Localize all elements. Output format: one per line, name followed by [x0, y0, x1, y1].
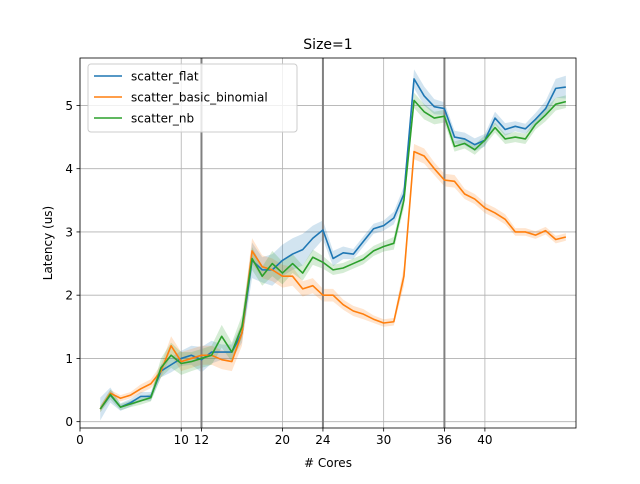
y-tick-label-1: 1	[65, 352, 73, 366]
x-tick-label-24: 24	[315, 433, 330, 447]
x-tick-label-30: 30	[376, 433, 391, 447]
y-axis-label: Latency (us)	[41, 206, 55, 280]
legend-label-scatter-flat: scatter_flat	[131, 70, 199, 84]
y-tick-label-0: 0	[65, 415, 73, 429]
x-axis-label: # Cores	[304, 456, 352, 470]
y-tick-label-2: 2	[65, 289, 73, 303]
x-tick-label-20: 20	[275, 433, 290, 447]
y-tick-label-3: 3	[65, 225, 73, 239]
x-tick-label-10: 10	[174, 433, 189, 447]
x-tick-label-40: 40	[477, 433, 492, 447]
y-tick-label-5: 5	[65, 99, 73, 113]
legend: scatter_flat scatter_basic_binomial scat…	[87, 63, 298, 133]
plot-area-frame	[79, 57, 577, 429]
series-line-scatter-basic-binomial	[99, 150, 567, 410]
x-tick-label-12: 12	[194, 433, 209, 447]
y-tick-label-4: 4	[65, 162, 73, 176]
series-line-scatter-nb	[99, 99, 567, 410]
legend-label-scatter-basic-binomial: scatter_basic_binomial	[131, 91, 268, 105]
x-tick-label-36: 36	[437, 433, 452, 447]
legend-label-scatter-nb: scatter_nb	[131, 112, 194, 126]
x-tick-label-0: 0	[76, 433, 84, 447]
chart-title: Size=1	[303, 37, 352, 53]
legend-box	[87, 63, 298, 133]
